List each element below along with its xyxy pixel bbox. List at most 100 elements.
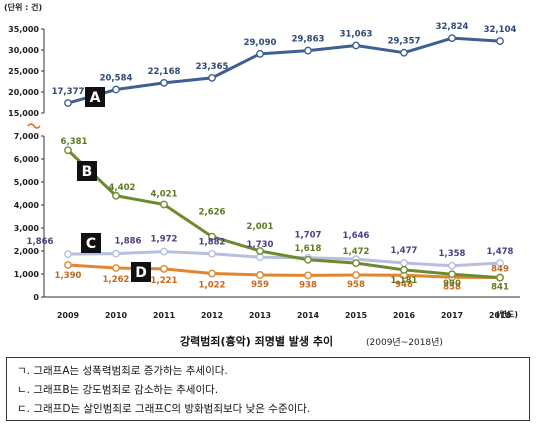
data-point-a bbox=[352, 41, 360, 50]
y-tick-label: 15,000 bbox=[8, 109, 39, 118]
data-label-c: 1,646 bbox=[343, 231, 370, 241]
data-label-d: 958 bbox=[347, 280, 365, 290]
data-label-d: 858 bbox=[443, 282, 461, 292]
series-badge-a bbox=[85, 87, 105, 107]
data-label-d: 1,221 bbox=[151, 276, 178, 286]
data-label-b: 6,381 bbox=[61, 137, 88, 147]
data-point-d bbox=[64, 261, 72, 269]
data-point-a bbox=[112, 85, 120, 94]
data-point-c bbox=[208, 249, 216, 258]
data-point-a bbox=[496, 37, 504, 46]
axes: 15,000 20,000 25,000 30,000 35,000 0 1,000 2,00… bbox=[8, 25, 520, 320]
data-point-b bbox=[400, 265, 408, 274]
data-point-b bbox=[112, 191, 120, 200]
x-tick-label: 2009 bbox=[57, 311, 80, 320]
data-point-b bbox=[352, 259, 360, 268]
data-point-b bbox=[496, 273, 504, 282]
y-tick-label: 25,000 bbox=[8, 67, 39, 76]
x-tick-label: 2012 bbox=[201, 311, 223, 320]
series-line-a bbox=[67, 36, 501, 105]
y-tick-label: 1,000 bbox=[14, 270, 40, 279]
note-line: ㄴ. 그래프B는 강도범죄로 감소하는 추세이다. bbox=[17, 384, 219, 396]
x-tick-label: 2010 bbox=[105, 311, 128, 320]
x-tick-label: 2016 bbox=[393, 311, 416, 320]
data-label-b: 4,021 bbox=[151, 190, 178, 200]
y-tick-label: 0 bbox=[33, 293, 39, 302]
data-label-d: 938 bbox=[299, 280, 317, 290]
data-label-c: 1,882 bbox=[199, 238, 226, 248]
series-line-b bbox=[66, 149, 501, 280]
note-line: ㄱ. 그래프A는 성폭력범죄로 증가하는 추세이다. bbox=[17, 365, 228, 377]
x-tick-label: 2013 bbox=[249, 311, 271, 320]
data-point-c bbox=[496, 259, 504, 267]
data-label-a: 17,377 bbox=[52, 87, 85, 97]
data-point-c bbox=[448, 261, 456, 270]
data-label-d: 948 bbox=[395, 280, 413, 290]
data-point-b bbox=[256, 247, 264, 255]
data-label-b: 2,001 bbox=[247, 222, 274, 232]
data-label-a: 31,063 bbox=[340, 30, 373, 40]
data-label-d: 1,262 bbox=[103, 275, 130, 285]
data-point-b bbox=[64, 146, 72, 155]
data-point-d bbox=[304, 271, 312, 280]
unit-label: (단위 : 건) bbox=[4, 2, 42, 12]
data-point-a bbox=[208, 73, 216, 82]
data-label-c: 1,730 bbox=[247, 240, 274, 250]
data-point-a bbox=[256, 49, 264, 58]
data-label-d: 849 bbox=[491, 264, 509, 274]
series-points bbox=[64, 34, 504, 282]
data-point-d bbox=[112, 264, 120, 272]
y-tick-label: 3,000 bbox=[14, 224, 40, 233]
data-point-c bbox=[400, 259, 408, 267]
data-label-a: 32,104 bbox=[484, 25, 517, 35]
chart-title-group: 강력범죄(흉악) 죄명별 발생 추이 (2009년~2018년) bbox=[180, 334, 443, 348]
series-badge-b bbox=[77, 161, 97, 181]
series-badge-d bbox=[131, 262, 151, 282]
x-tick-label: 2018 bbox=[489, 311, 512, 320]
data-label-a: 29,357 bbox=[388, 37, 421, 47]
series-badge-label: D bbox=[135, 265, 147, 281]
series-badges: C D B A bbox=[77, 87, 151, 282]
data-label-d: 1,022 bbox=[199, 280, 226, 290]
data-point-a bbox=[64, 99, 72, 107]
data-label-c: 1,707 bbox=[295, 231, 322, 241]
data-point-a bbox=[160, 78, 168, 87]
data-label-b: 2,626 bbox=[199, 208, 226, 218]
data-label-b: 1,618 bbox=[295, 244, 322, 254]
data-label-b: 841 bbox=[491, 283, 509, 293]
data-label-a: 32,824 bbox=[436, 22, 469, 32]
series-badge-label: C bbox=[86, 236, 96, 252]
data-label-c: 1,972 bbox=[151, 235, 178, 245]
x-unit-label: (연도) bbox=[496, 309, 518, 319]
data-point-c bbox=[160, 247, 168, 256]
data-point-d bbox=[352, 271, 360, 279]
y-tick-label: 30,000 bbox=[8, 46, 39, 55]
data-point-c bbox=[256, 253, 264, 262]
data-point-d bbox=[208, 269, 216, 278]
data-label-b: 1,181 bbox=[391, 276, 418, 286]
data-label-a: 23,365 bbox=[196, 62, 229, 72]
x-tick-label: 2014 bbox=[297, 311, 320, 320]
x-tick-label: 2017 bbox=[441, 311, 463, 320]
data-label-c: 1,477 bbox=[391, 246, 418, 256]
y-tick-label: 6,000 bbox=[14, 155, 40, 164]
data-point-d bbox=[160, 265, 168, 273]
data-label-a: 29,863 bbox=[292, 35, 325, 45]
data-point-b bbox=[448, 270, 456, 279]
data-label-c: 1,886 bbox=[115, 237, 142, 247]
data-point-c bbox=[112, 249, 120, 258]
y-tick-label: 5,000 bbox=[14, 178, 40, 187]
notes-box: ㄱ. 그래프A는 성폭력범죄로 증가하는 추세이다. ㄴ. 그래프B는 강도범죄… bbox=[6, 357, 530, 421]
data-label-b: 990 bbox=[443, 279, 461, 289]
data-label-a: 22,168 bbox=[148, 67, 181, 77]
data-point-b bbox=[304, 255, 312, 264]
x-tick-label: 2011 bbox=[153, 311, 176, 320]
chart-subtitle: (2009년~2018년) bbox=[366, 337, 443, 348]
data-label-a: 20,584 bbox=[100, 74, 133, 84]
y-tick-label: 35,000 bbox=[8, 25, 39, 34]
data-point-a bbox=[400, 48, 408, 57]
series-badge-label: A bbox=[90, 90, 101, 106]
series-badge-c bbox=[81, 233, 101, 253]
y-tick-label: 20,000 bbox=[8, 88, 39, 97]
data-point-d bbox=[256, 271, 264, 279]
